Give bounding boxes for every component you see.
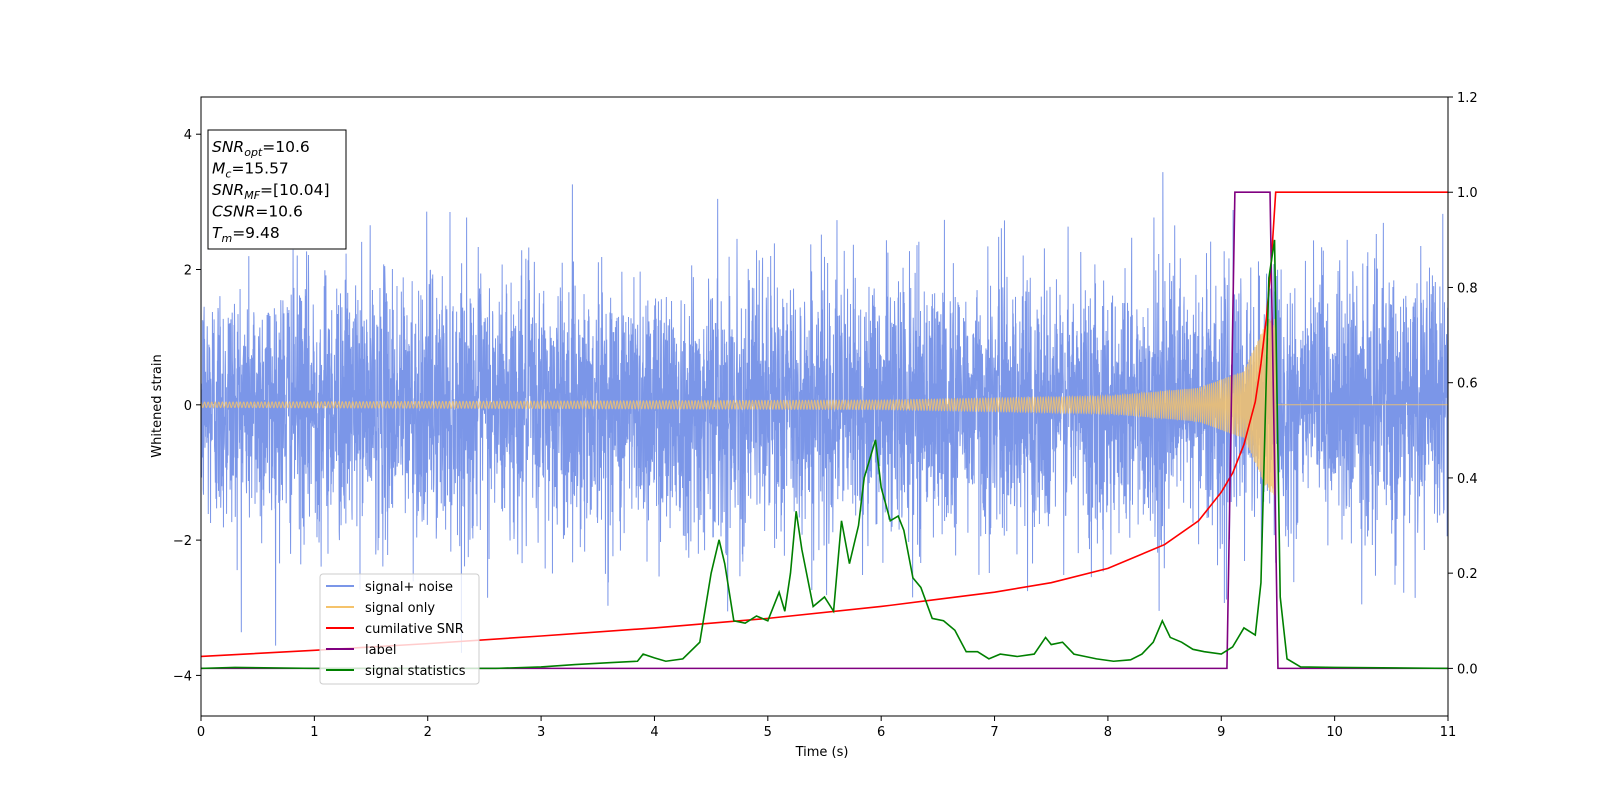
y-right-tick-label: 1.0 xyxy=(1457,186,1478,201)
x-axis-label: Time (s) xyxy=(795,745,849,760)
legend-label: label xyxy=(365,643,396,658)
annotation-line: SNRopt=10.6 xyxy=(212,138,310,159)
y-tick-label: 2 xyxy=(184,264,192,279)
right-axis-series-layer xyxy=(201,191,1448,670)
x-tick-label: 2 xyxy=(424,725,432,740)
series-line-cumilative-snr xyxy=(201,191,1448,658)
x-tick-label: 11 xyxy=(1440,725,1457,740)
x-tick-label: 10 xyxy=(1326,725,1343,740)
y-right-tick-label: 0.6 xyxy=(1457,377,1478,392)
x-tick-label: 7 xyxy=(990,725,998,740)
chirp-series-layer xyxy=(201,317,1448,496)
annotation-line: CSNR=10.6 xyxy=(212,203,303,221)
x-tick-label: 0 xyxy=(197,725,205,740)
x-tick-label: 8 xyxy=(1104,725,1112,740)
y-tick-label: −2 xyxy=(173,534,192,549)
legend-label: signal only xyxy=(365,601,435,616)
legend: signal+ noise signal only cumilative SNR la… xyxy=(319,573,480,685)
x-tick-label: 3 xyxy=(537,725,545,740)
y-right-tick-label: 0.8 xyxy=(1457,281,1478,296)
legend-label: signal+ noise xyxy=(365,580,453,595)
y-axis-left: −4 −2 0 2 4 xyxy=(173,128,201,684)
y-axis-label: Whitened strain xyxy=(150,354,165,457)
y-tick-label: 0 xyxy=(184,399,192,414)
y-tick-label: −4 xyxy=(173,669,192,684)
y-right-tick-label: 0.2 xyxy=(1457,567,1478,582)
annotation-line: Mc=15.57 xyxy=(212,160,289,181)
annotation-frame xyxy=(207,129,347,250)
x-axis: 0 1 2 3 4 5 6 7 8 9 10 11 xyxy=(197,716,1456,740)
x-tick-label: 1 xyxy=(310,725,318,740)
series-line-signal-only xyxy=(201,317,1448,496)
x-tick-label: 6 xyxy=(877,725,885,740)
legend-label: cumilative SNR xyxy=(365,622,464,637)
annotation-line: Tm=9.48 xyxy=(212,224,280,245)
y-right-tick-label: 1.2 xyxy=(1457,91,1478,106)
y-tick-label: 4 xyxy=(184,128,192,143)
x-tick-label: 5 xyxy=(764,725,772,740)
series-line-signal-statistics xyxy=(201,239,1448,670)
y-right-tick-label: 0.4 xyxy=(1457,472,1478,487)
annotation-box: SNRopt=10.6Mc=15.57SNRMF=[10.04]CSNR=10.… xyxy=(207,129,347,250)
legend-label: signal statistics xyxy=(365,664,466,679)
x-tick-label: 4 xyxy=(650,725,658,740)
y-axis-right: 0.0 0.2 0.4 0.6 0.8 1.0 1.2 xyxy=(1448,91,1478,677)
plot-frame xyxy=(200,96,1449,717)
annotation-line: SNRMF=[10.04] xyxy=(212,181,330,202)
x-tick-label: 9 xyxy=(1217,725,1225,740)
series-line-label xyxy=(201,191,1448,670)
y-right-tick-label: 0.0 xyxy=(1457,662,1478,677)
legend-frame xyxy=(319,573,480,685)
